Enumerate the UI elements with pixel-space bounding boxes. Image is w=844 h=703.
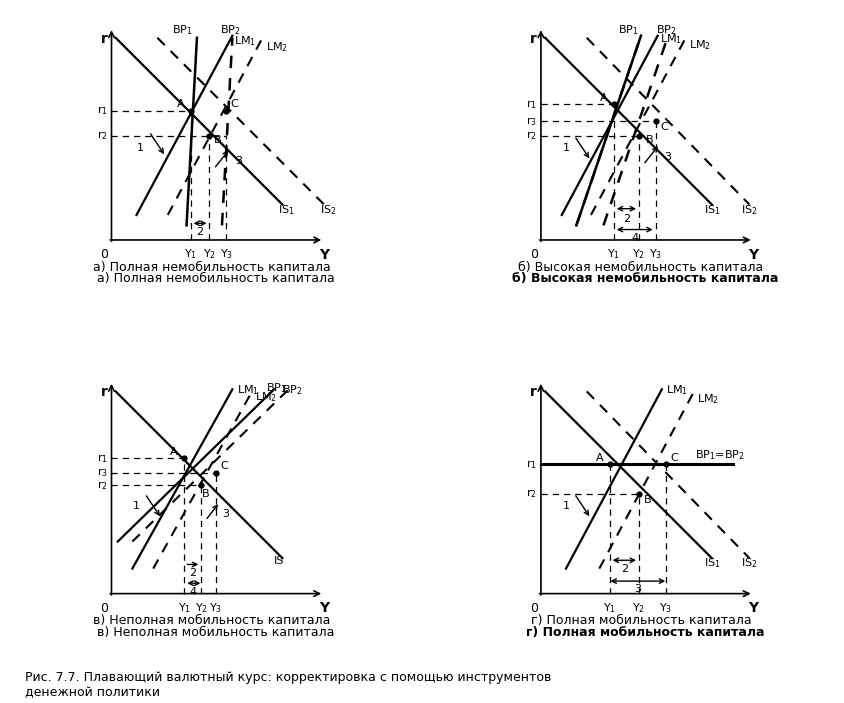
Text: 3: 3: [664, 152, 672, 162]
Text: r$_1$: r$_1$: [97, 104, 107, 117]
Text: Y: Y: [319, 601, 329, 615]
Text: а) Полная немобильность капитала: а) Полная немобильность капитала: [97, 272, 334, 285]
Text: BP$_2$: BP$_2$: [220, 24, 241, 37]
Text: Y$_2$: Y$_2$: [632, 247, 646, 262]
Text: r: r: [100, 385, 108, 399]
Text: C: C: [220, 461, 228, 472]
Text: LM$_1$: LM$_1$: [235, 34, 257, 48]
Text: 3: 3: [223, 510, 230, 520]
Text: BP$_1$: BP$_1$: [172, 24, 192, 37]
Text: в) Неполная мобильность капитала: в) Неполная мобильность капитала: [97, 626, 334, 638]
Text: Y$_2$: Y$_2$: [203, 247, 216, 262]
Text: Y: Y: [749, 247, 759, 262]
Text: BP$_1$: BP$_1$: [618, 24, 639, 37]
Text: IS$_1$: IS$_1$: [704, 557, 720, 570]
Text: IS$_2$: IS$_2$: [741, 557, 758, 570]
Text: 1: 1: [138, 143, 144, 153]
Text: Y$_1$: Y$_1$: [178, 601, 191, 615]
Text: C: C: [230, 99, 238, 110]
Text: LM$_1$: LM$_1$: [660, 32, 682, 46]
Text: 2: 2: [623, 214, 630, 224]
Text: r$_1$: r$_1$: [526, 98, 537, 111]
Text: б) Высокая немобильность капитала: б) Высокая немобильность капитала: [512, 272, 778, 285]
Text: A: A: [170, 447, 178, 457]
Text: B: B: [643, 495, 651, 505]
Text: r: r: [530, 385, 537, 399]
Text: BP$_2$: BP$_2$: [656, 24, 676, 37]
Text: 4: 4: [631, 233, 638, 243]
Text: Y$_2$: Y$_2$: [632, 601, 646, 615]
Text: r: r: [530, 32, 537, 46]
Text: LM$_1$: LM$_1$: [236, 384, 259, 397]
Text: A: A: [599, 93, 608, 103]
Text: A: A: [176, 99, 184, 110]
Text: IS$_2$: IS$_2$: [320, 203, 337, 217]
Text: г) Полная мобильность капитала: г) Полная мобильность капитала: [526, 626, 765, 638]
Text: Y$_3$: Y$_3$: [209, 601, 222, 615]
Text: г) Полная мобильность капитала: г) Полная мобильность капитала: [531, 614, 751, 628]
Text: B: B: [202, 489, 209, 498]
Text: 1: 1: [562, 143, 570, 153]
Text: 3: 3: [635, 584, 641, 595]
Text: IS$_1$: IS$_1$: [704, 203, 720, 217]
Text: 2: 2: [189, 568, 197, 578]
Text: LM$_2$: LM$_2$: [256, 389, 278, 404]
Text: C: C: [660, 122, 668, 132]
Text: 4: 4: [189, 586, 197, 597]
Text: r$_1$: r$_1$: [526, 458, 537, 471]
Text: B: B: [646, 135, 653, 145]
Text: r$_2$: r$_2$: [526, 129, 537, 142]
Text: B: B: [214, 135, 222, 145]
Text: r$_3$: r$_3$: [526, 115, 537, 127]
Text: Y$_3$: Y$_3$: [219, 247, 233, 262]
Text: 2: 2: [197, 226, 203, 237]
Text: 1: 1: [133, 501, 140, 511]
Text: Y$_3$: Y$_3$: [659, 601, 673, 615]
Text: 0: 0: [530, 248, 538, 261]
Text: Y$_1$: Y$_1$: [184, 247, 197, 262]
Text: 0: 0: [100, 248, 108, 261]
Text: 2: 2: [620, 564, 628, 574]
Text: A: A: [596, 453, 603, 463]
Text: 1: 1: [562, 501, 570, 511]
Text: Рис. 7.7. Плавающий валютный курс: корректировка с помощью инструментов
денежной: Рис. 7.7. Плавающий валютный курс: корре…: [25, 671, 552, 699]
Text: r$_3$: r$_3$: [97, 466, 107, 479]
Text: IS: IS: [274, 557, 284, 567]
Text: Y$_1$: Y$_1$: [608, 247, 620, 262]
Text: Y: Y: [749, 601, 759, 615]
Text: Y$_2$: Y$_2$: [195, 601, 208, 615]
Text: 3: 3: [235, 156, 242, 166]
Text: 0: 0: [530, 602, 538, 614]
Text: LM$_2$: LM$_2$: [689, 38, 711, 52]
Text: LM$_2$: LM$_2$: [697, 392, 719, 406]
Text: Y$_3$: Y$_3$: [649, 247, 663, 262]
Text: r$_2$: r$_2$: [526, 487, 537, 500]
Text: б) Высокая немобильность капитала: б) Высокая немобильность капитала: [518, 261, 764, 274]
Text: C: C: [670, 453, 679, 463]
Text: BP$_1$=BP$_2$: BP$_1$=BP$_2$: [695, 448, 744, 462]
Text: r$_1$: r$_1$: [97, 452, 107, 465]
Text: IS$_1$: IS$_1$: [279, 203, 295, 217]
Text: LM$_2$: LM$_2$: [266, 40, 288, 54]
Text: в) Неполная мобильность капитала: в) Неполная мобильность капитала: [93, 614, 330, 628]
Text: r$_2$: r$_2$: [97, 479, 107, 491]
Text: BP$_1$: BP$_1$: [266, 382, 286, 395]
Text: r$_2$: r$_2$: [97, 129, 107, 142]
Text: 0: 0: [100, 602, 108, 614]
Text: IS$_2$: IS$_2$: [741, 203, 758, 217]
Text: Y: Y: [319, 247, 329, 262]
Text: LM$_1$: LM$_1$: [666, 384, 688, 397]
Text: BP$_2$: BP$_2$: [283, 384, 303, 397]
Text: r: r: [100, 32, 108, 46]
Text: а) Полная немобильность капитала: а) Полная немобильность капитала: [93, 261, 331, 274]
Text: Y$_1$: Y$_1$: [603, 601, 616, 615]
